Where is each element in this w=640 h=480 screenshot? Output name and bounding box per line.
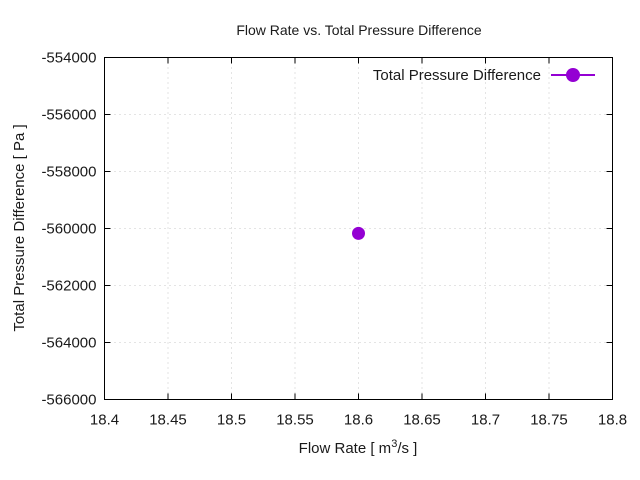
y-axis-ticks: -566000 -564000 -562000 -560000 -558000 -5560… — [41, 50, 613, 409]
y-tick-label: -558000 — [41, 164, 96, 181]
x-axis-label-main: Flow Rate [ m — [299, 440, 392, 457]
x-tick-label: 18.8 — [598, 412, 627, 429]
y-tick-label: -566000 — [41, 392, 96, 409]
x-tick-label: 18.6 — [344, 412, 373, 429]
y-tick-label: -562000 — [41, 278, 96, 295]
y-tick-label: -554000 — [41, 50, 96, 67]
y-axis-label: Total Pressure Difference [ Pa ] — [11, 124, 28, 331]
x-tick-label: 18.65 — [403, 412, 441, 429]
data-point — [352, 226, 365, 240]
y-tick-label: -560000 — [41, 221, 96, 238]
x-axis-ticks: 18.4 18.45 18.5 18.55 18.6 18.65 18.7 18.75 18.8 — [90, 57, 627, 429]
y-tick-label: -556000 — [41, 107, 96, 124]
x-tick-label: 18.5 — [217, 412, 246, 429]
y-tick-label: -564000 — [41, 335, 96, 352]
x-axis-label: Flow Rate [ m3/s ] — [299, 438, 418, 457]
x-tick-label: 18.55 — [276, 412, 314, 429]
x-tick-label: 18.4 — [90, 412, 119, 429]
x-tick-label: 18.7 — [471, 412, 500, 429]
x-tick-label: 18.45 — [149, 412, 187, 429]
legend: Total Pressure Difference — [373, 67, 595, 84]
legend-label: Total Pressure Difference — [373, 67, 541, 84]
legend-marker-swatch — [566, 68, 580, 82]
x-axis-label-superscript: 3 — [391, 438, 397, 450]
data-points — [352, 226, 365, 240]
chart-title: Flow Rate vs. Total Pressure Difference — [236, 22, 482, 38]
x-axis-label-suffix: /s ] — [397, 440, 417, 457]
x-tick-label: 18.75 — [530, 412, 568, 429]
